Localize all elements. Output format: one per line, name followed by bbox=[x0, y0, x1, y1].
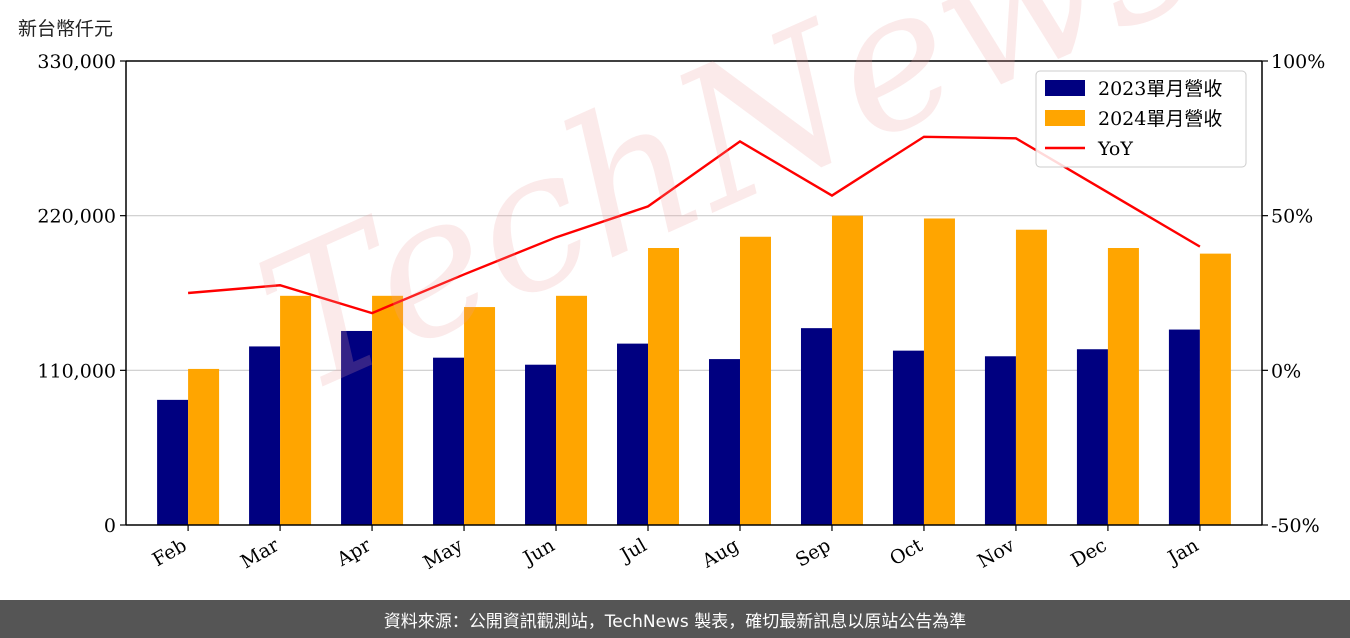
bar-2023 bbox=[433, 357, 465, 525]
bar-2023 bbox=[892, 350, 924, 525]
bar-2023 bbox=[984, 356, 1016, 525]
bar-2023 bbox=[1076, 349, 1108, 525]
legend-entry-2024-label: 2024單月營收 bbox=[1098, 108, 1222, 130]
right-tick-label: 50% bbox=[1271, 206, 1313, 228]
bar-2023 bbox=[525, 364, 557, 525]
legend-entry-2023-swatch bbox=[1045, 80, 1085, 96]
legend-entry-2023-label: 2023單月營收 bbox=[1098, 78, 1222, 100]
left-tick-label: 330,000 bbox=[37, 51, 116, 73]
right-tick-label: 0% bbox=[1271, 360, 1301, 382]
bar-2024 bbox=[372, 295, 404, 525]
bar-2024 bbox=[1015, 229, 1047, 525]
bar-2024 bbox=[739, 236, 771, 525]
bar-2023 bbox=[1168, 329, 1200, 525]
source-footer: 資料來源：公開資訊觀測站，TechNews 製表，確切最新訊息以原站公告為準 bbox=[0, 600, 1350, 638]
x-tick-label: Dec bbox=[1067, 534, 1110, 572]
bar-2024 bbox=[923, 218, 955, 525]
x-tick-label: May bbox=[420, 534, 467, 574]
bar-2023 bbox=[617, 343, 649, 525]
bar-2024 bbox=[556, 295, 588, 525]
revenue-chart: 0 110,000 220,000 330,000 -50% 0% 50% 100% Feb Ma… bbox=[37, 51, 1325, 574]
bar-2023 bbox=[341, 330, 373, 525]
x-tick-label: Feb bbox=[149, 534, 191, 571]
x-tick-label: Mar bbox=[237, 534, 283, 573]
y-axis-unit-label: 新台幣仟元 bbox=[18, 18, 114, 40]
bar-2024 bbox=[464, 307, 496, 525]
footer-text: 資料來源：公開資訊觀測站，TechNews 製表，確切最新訊息以原站公告為準 bbox=[383, 611, 967, 632]
bar-2023 bbox=[157, 399, 189, 525]
bar-2024 bbox=[1107, 248, 1139, 526]
x-tick-label: Jun bbox=[518, 534, 559, 570]
bar-2024 bbox=[1199, 253, 1231, 525]
right-tick-label: -50% bbox=[1271, 515, 1320, 537]
bar-2023 bbox=[708, 359, 740, 525]
x-tick-label: Jan bbox=[1163, 534, 1203, 570]
left-tick-label: 110,000 bbox=[37, 360, 116, 382]
bar-2023 bbox=[249, 346, 281, 525]
x-tick-label: Aug bbox=[698, 534, 743, 573]
x-tick-label: Sep bbox=[792, 534, 835, 571]
bar-2024 bbox=[188, 368, 220, 525]
bar-2024 bbox=[280, 295, 312, 525]
x-tick-label: Jul bbox=[615, 534, 650, 567]
bar-2023 bbox=[800, 328, 832, 525]
legend-box bbox=[1035, 70, 1247, 168]
x-tick-label: Oct bbox=[886, 534, 927, 570]
legend-entry-yoy-label: YoY bbox=[1097, 138, 1133, 160]
x-tick-label: Nov bbox=[974, 534, 1019, 573]
yoy-line bbox=[187, 135, 1201, 315]
bar-2024 bbox=[831, 215, 863, 525]
x-tick-label: Apr bbox=[332, 534, 375, 571]
bar-2024 bbox=[648, 248, 680, 526]
left-tick-label: 220,000 bbox=[37, 206, 116, 228]
legend: 2023單月營收 2024單月營收 YoY bbox=[1035, 70, 1247, 168]
legend-entry-2024-swatch bbox=[1045, 110, 1085, 126]
right-tick-label: 100% bbox=[1271, 51, 1325, 73]
left-tick-label: 0 bbox=[104, 515, 116, 537]
